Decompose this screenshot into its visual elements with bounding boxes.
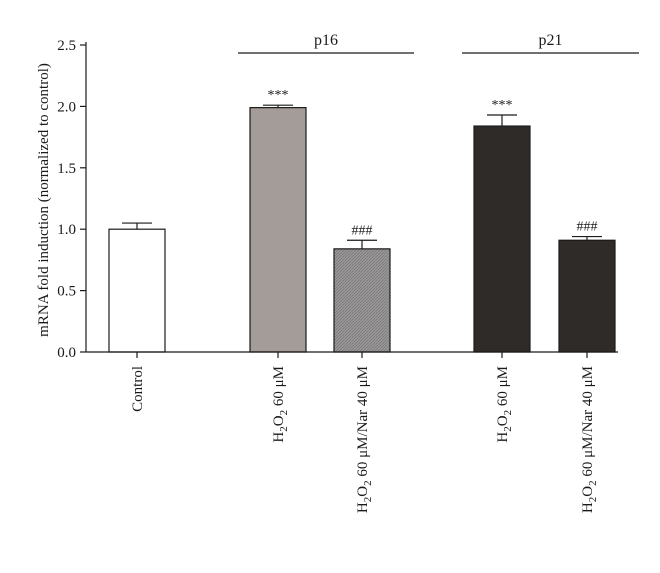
significance-label: ###: [352, 223, 373, 238]
x-tick-label: H2O2 60 μM/Nar 40 μM: [580, 366, 599, 513]
x-axis: Control H2O2 60 μM H2O2 60 μM/Nar 40 μM H2O…: [86, 351, 618, 513]
y-tick-label: 1.0: [57, 222, 76, 238]
group-label: p16: [314, 32, 338, 49]
x-tick-label: H2O2 60 μM/Nar 40 μM: [355, 366, 374, 513]
bar: [108, 228, 166, 353]
y-tick-label: 0.0: [57, 345, 76, 361]
significance-label: ###: [577, 220, 598, 235]
bar: [558, 239, 616, 353]
group-label: p21: [539, 32, 563, 49]
y-tick-label: 2.5: [57, 38, 76, 54]
significance-label: ***: [268, 88, 289, 103]
y-tick-label: 0.5: [57, 284, 76, 300]
x-tick-label: H2O2 60 μM: [495, 366, 514, 443]
bar: [333, 248, 391, 353]
y-tick-label: 2.0: [57, 99, 76, 115]
group-brackets: p16 p21: [238, 32, 639, 54]
bars: *** ### *** ###: [108, 88, 616, 353]
y-axis-label: mRNA fold induction (normalized to contr…: [36, 63, 52, 337]
x-tick-label: Control: [130, 366, 146, 412]
x-tick-label: H2O2 60 μM: [271, 366, 290, 443]
bar: [249, 107, 307, 353]
bar: [473, 125, 531, 353]
significance-label: ***: [492, 98, 513, 113]
y-axis: 0.0 0.5 1.0 1.5 2.0 2.5: [57, 38, 87, 361]
y-tick-label: 1.5: [57, 161, 76, 177]
